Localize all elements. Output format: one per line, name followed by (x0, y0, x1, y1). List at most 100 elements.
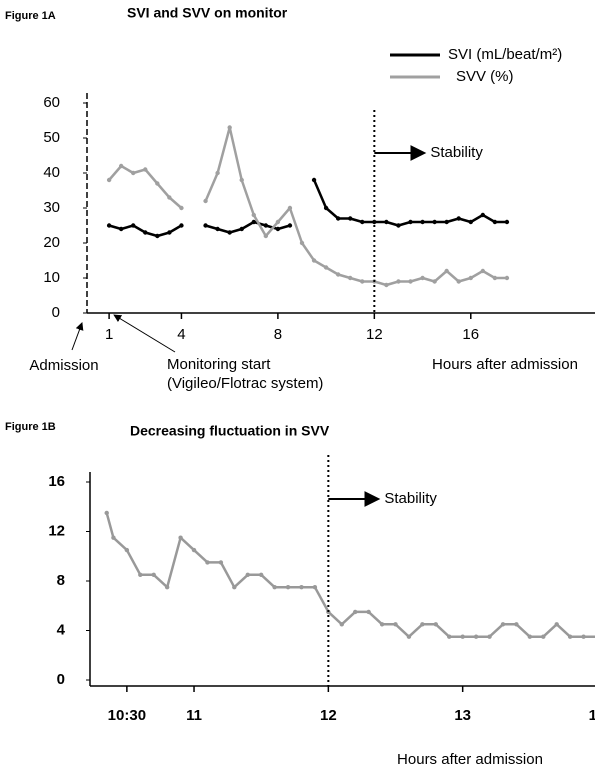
y-tick-label: 4 (57, 621, 66, 638)
y-tick-label: 16 (48, 473, 65, 490)
y-tick-label: 50 (43, 129, 60, 146)
data-point (131, 223, 136, 228)
data-point (151, 572, 156, 578)
y-tick-label: 0 (52, 304, 60, 321)
stability-label: Stability (430, 144, 483, 161)
data-point (323, 265, 329, 270)
data-point (124, 547, 130, 553)
x-tick-label: 12 (366, 326, 383, 343)
data-point (360, 279, 365, 284)
data-point (396, 223, 401, 228)
data-point (487, 634, 492, 639)
data-point (251, 219, 256, 225)
data-point (178, 535, 183, 540)
y-tick-label: 20 (43, 234, 60, 251)
data-point (335, 216, 341, 221)
data-point (492, 275, 498, 281)
x-tick-label: 16 (462, 326, 479, 343)
chart-title: SVI and SVV on monitor (127, 5, 288, 21)
data-point (167, 230, 172, 235)
data-point (379, 622, 385, 627)
figure-label: Figure 1A (5, 10, 56, 22)
data-point (285, 584, 291, 590)
data-point (239, 177, 244, 183)
data-point (287, 223, 293, 228)
data-point (232, 584, 237, 590)
data-point (203, 198, 208, 204)
y-tick-label: 10 (43, 269, 60, 286)
x-axis-title: Hours after admission (432, 356, 578, 373)
chart-title: Decreasing fluctuation in SVV (130, 423, 330, 439)
y-tick-label: 30 (43, 199, 60, 216)
data-point (104, 510, 109, 516)
data-point (299, 584, 304, 590)
data-point (396, 279, 401, 284)
series-line (108, 179, 507, 238)
stability-label: Stability (384, 490, 437, 507)
note: (Vigileo/Flotrac system) (167, 375, 323, 392)
data-point (504, 219, 510, 225)
data-point (527, 634, 533, 639)
data-point (339, 622, 344, 627)
data-point (500, 622, 506, 627)
data-point (393, 622, 398, 627)
x-tick-label: 11 (186, 707, 202, 724)
data-point (191, 547, 197, 553)
data-point (468, 219, 473, 225)
data-point (554, 622, 559, 627)
x-tick-label: 14 (589, 707, 595, 724)
data-point (420, 219, 425, 225)
y-tick-label: 0 (57, 671, 65, 688)
data-point (444, 268, 449, 274)
data-point (272, 584, 277, 590)
data-point (384, 219, 389, 225)
data-point (444, 219, 449, 225)
data-point (251, 212, 256, 218)
y-tick-label: 60 (43, 94, 60, 111)
data-point (311, 258, 317, 263)
y-tick-label: 12 (48, 522, 65, 539)
data-point (348, 216, 353, 221)
data-point (275, 226, 281, 232)
data-point (567, 634, 573, 639)
note-arrow (71, 322, 84, 351)
data-point (167, 195, 172, 200)
data-point (420, 275, 425, 281)
data-point (245, 572, 250, 578)
data-point (360, 219, 365, 225)
data-point (541, 634, 546, 639)
data-point (468, 275, 473, 281)
data-point (312, 584, 318, 590)
x-tick-label: 13 (454, 707, 471, 724)
data-point (460, 634, 465, 639)
note: Monitoring start (167, 356, 271, 373)
x-tick-label: 10:30 (108, 707, 146, 724)
data-point (155, 181, 160, 186)
data-point (258, 572, 264, 578)
data-point (366, 609, 371, 615)
data-point (353, 609, 358, 615)
data-point (492, 219, 498, 225)
data-point (432, 279, 437, 284)
x-axis-title: Hours after admission (397, 751, 543, 768)
data-point (275, 219, 281, 225)
data-point (420, 622, 425, 627)
data-point (432, 219, 437, 225)
data-point (138, 572, 143, 578)
figure-label: Figure 1B (5, 421, 56, 433)
data-point (504, 275, 510, 281)
data-point (179, 223, 184, 228)
data-point (514, 622, 519, 627)
data-point (179, 205, 184, 211)
data-point (118, 226, 124, 232)
data-point (218, 560, 224, 565)
data-point (323, 205, 329, 211)
data-point (335, 272, 341, 277)
data-point (215, 170, 220, 176)
data-point (239, 226, 244, 232)
data-point (203, 223, 208, 228)
data-point (348, 275, 353, 281)
data-point (473, 634, 479, 639)
data-point (408, 279, 413, 284)
data-point (263, 233, 269, 239)
